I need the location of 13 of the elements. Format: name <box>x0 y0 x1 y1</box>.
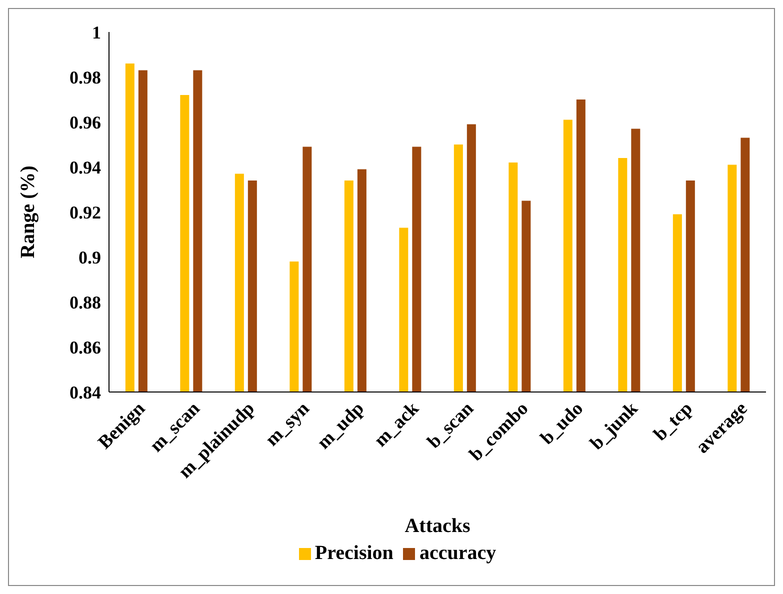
y-tick-label: 0.94 <box>70 157 101 178</box>
y-tick-label: 0.86 <box>70 337 101 358</box>
y-tick-label: 1 <box>92 22 101 42</box>
y-tick-label: 0.92 <box>70 202 101 222</box>
y-tick-label: 0.88 <box>70 292 101 312</box>
legend-label: accuracy <box>419 542 496 564</box>
legend-label: Precision <box>314 542 394 564</box>
x-axis-title: Attacks <box>404 515 470 537</box>
y-tick-label: 0.9 <box>78 247 101 268</box>
y-tick-label: 0.96 <box>70 112 101 132</box>
y-tick-label: 0.84 <box>70 382 101 402</box>
y-axis-title: Range (%) <box>17 166 40 258</box>
y-tick-label: 0.98 <box>70 67 101 88</box>
